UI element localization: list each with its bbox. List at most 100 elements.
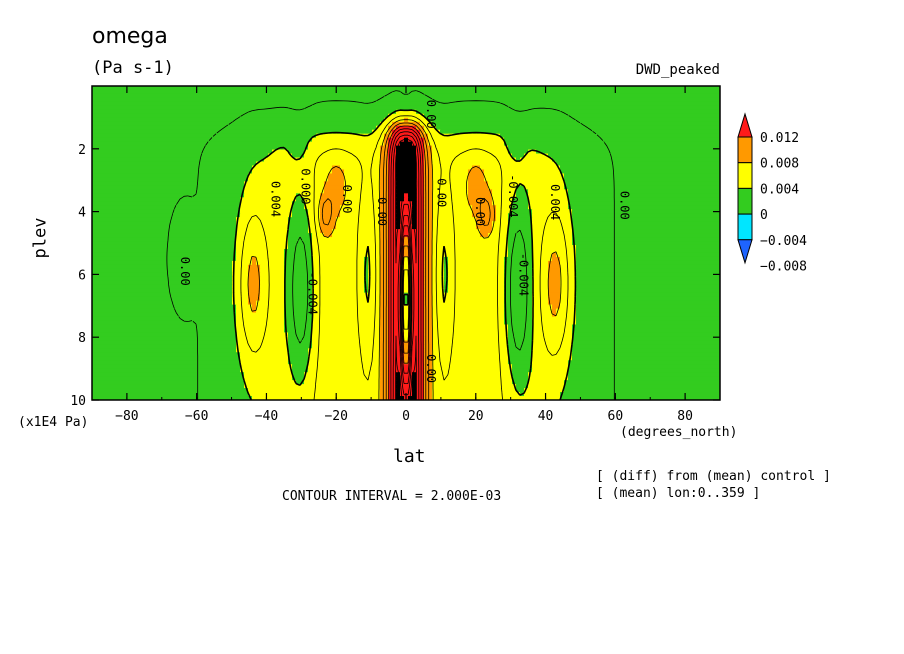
field-cell: [600, 177, 605, 182]
field-cell: [320, 125, 325, 131]
field-cell: [616, 145, 621, 151]
field-cell: [224, 153, 229, 159]
field-cell: [484, 133, 489, 139]
field-cell: [684, 141, 689, 147]
field-cell: [284, 141, 289, 147]
field-cell: [128, 93, 133, 99]
field-cell: [472, 197, 477, 202]
field-cell: [236, 105, 241, 111]
field-cell: [176, 161, 181, 167]
field-cell: [604, 205, 609, 210]
field-cell: [624, 189, 629, 194]
field-cell: [100, 177, 105, 182]
field-cell: [256, 133, 261, 139]
field-cell: [716, 205, 720, 210]
field-cell: [128, 161, 133, 167]
field-cell: [600, 121, 605, 127]
field-cell: [288, 205, 293, 210]
field-cell: [236, 121, 241, 127]
field-cell: [548, 113, 553, 119]
field-cell: [628, 193, 633, 198]
field-cell: [296, 109, 301, 115]
field-cell: [364, 89, 369, 95]
field-cell: [480, 125, 485, 131]
field-cell: [168, 105, 173, 111]
field-cell: [668, 149, 673, 155]
contour-interval-text: CONTOUR INTERVAL = 2.000E-03: [282, 489, 502, 504]
field-cell: [440, 153, 445, 159]
field-cell: [632, 169, 637, 175]
field-cell: [428, 86, 433, 91]
field-cell: [400, 189, 405, 194]
field-cell: [136, 197, 141, 202]
field-cell: [216, 201, 221, 206]
field-cell: [320, 89, 325, 95]
field-cell: [216, 93, 221, 99]
field-cell: [324, 173, 329, 179]
field-cell: [408, 101, 413, 107]
field-cell: [632, 97, 637, 103]
field-cell: [680, 181, 685, 186]
field-cell: [688, 181, 693, 186]
field-cell: [164, 93, 169, 99]
field-cell: [152, 133, 157, 139]
field-cell: [356, 145, 361, 151]
field-cell: [220, 109, 225, 115]
field-cell: [384, 117, 389, 123]
field-cell: [240, 137, 245, 143]
field-cell: [216, 173, 221, 179]
field-cell: [340, 125, 345, 131]
field-cell: [172, 193, 177, 198]
field-cell: [120, 101, 125, 107]
field-cell: [544, 193, 549, 198]
field-cell: [212, 129, 217, 135]
field-cell: [564, 129, 569, 135]
field-cell: [336, 117, 341, 123]
field-cell: [624, 201, 629, 206]
field-cell: [188, 125, 193, 131]
field-cell: [156, 89, 161, 95]
field-cell: [308, 109, 313, 115]
field-cell: [504, 197, 509, 202]
field-cell: [696, 185, 701, 190]
field-cell: [404, 153, 409, 159]
field-cell: [380, 165, 385, 171]
field-cell: [136, 109, 141, 115]
field-cell: [364, 125, 369, 131]
field-cell: [372, 157, 377, 163]
field-cell: [412, 97, 417, 103]
field-cell: [484, 121, 489, 127]
field-cell: [676, 145, 681, 151]
field-cell: [428, 149, 433, 155]
field-cell: [716, 113, 720, 119]
field-cell: [392, 105, 397, 111]
field-cell: [512, 197, 517, 202]
field-cell: [364, 193, 369, 198]
field-cell: [684, 189, 689, 194]
field-cell: [320, 141, 325, 147]
field-cell: [272, 113, 277, 119]
field-cell: [236, 169, 241, 175]
field-cell: [264, 197, 269, 202]
field-cell: [248, 101, 253, 107]
field-cell: [324, 201, 329, 206]
field-cell: [208, 189, 213, 194]
field-cell: [660, 93, 665, 99]
field-cell: [580, 185, 585, 190]
field-cell: [528, 197, 533, 202]
field-cell: [380, 161, 385, 167]
field-cell: [544, 137, 549, 143]
field-cell: [220, 121, 225, 127]
field-cell: [416, 201, 421, 206]
field-cell: [660, 193, 665, 198]
field-cell: [660, 105, 665, 111]
field-cell: [696, 133, 701, 139]
field-cell: [176, 101, 181, 107]
field-cell: [136, 153, 141, 159]
field-cell: [520, 97, 525, 103]
field-cell: [512, 161, 517, 167]
field-cell: [260, 193, 265, 198]
field-cell: [268, 209, 273, 214]
field-cell: [92, 109, 97, 115]
